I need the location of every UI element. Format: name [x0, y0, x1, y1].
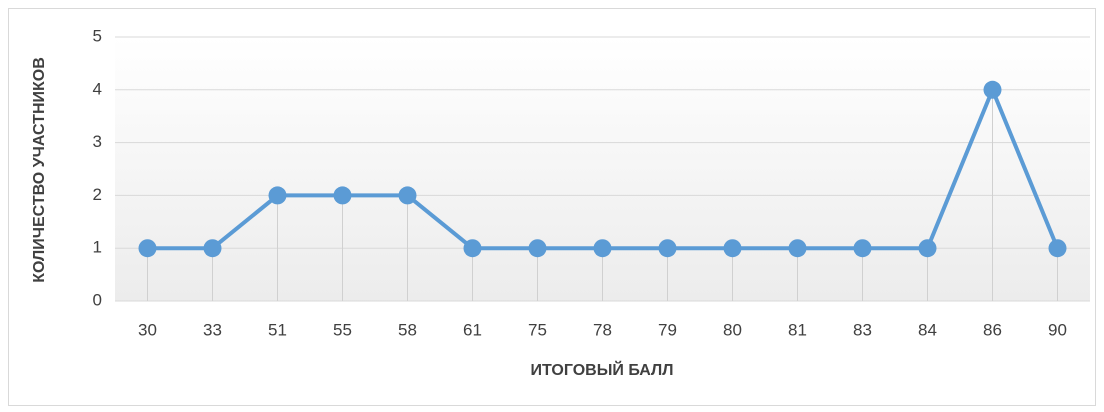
y-tick-label: 3: [93, 132, 102, 151]
data-point: [333, 186, 352, 205]
data-point: [918, 239, 937, 258]
x-tick-label: 80: [723, 320, 742, 339]
x-tick-label: 79: [658, 320, 677, 339]
y-tick-label: 4: [93, 79, 102, 98]
x-tick-label: 55: [333, 320, 352, 339]
data-point: [138, 239, 157, 258]
x-tick-label: 58: [398, 320, 417, 339]
data-point: [983, 80, 1002, 99]
x-tick-label: 33: [203, 320, 222, 339]
x-tick-label: 61: [463, 320, 482, 339]
data-point: [1048, 239, 1067, 258]
x-tick-label: 30: [138, 320, 157, 339]
y-tick-label: 2: [93, 185, 102, 204]
data-point: [723, 239, 742, 258]
data-point: [463, 239, 482, 258]
x-tick-label: 81: [788, 320, 807, 339]
x-tick-label: 90: [1048, 320, 1067, 339]
data-point: [528, 239, 547, 258]
x-tick-label: 51: [268, 320, 287, 339]
y-axis-title: КОЛИЧЕСТВО УЧАСТНИКОВ: [31, 57, 48, 283]
data-point: [658, 239, 677, 258]
data-point: [203, 239, 222, 258]
x-tick-label: 83: [853, 320, 872, 339]
x-tick-label: 84: [918, 320, 937, 339]
data-point: [853, 239, 872, 258]
data-point: [268, 186, 287, 205]
x-axis-title: ИТОГОВЫЙ БАЛЛ: [531, 360, 674, 379]
data-point: [593, 239, 612, 258]
y-tick-label: 1: [93, 238, 102, 257]
data-point: [788, 239, 807, 258]
data-point: [398, 186, 417, 205]
y-tick-label: 5: [93, 26, 102, 45]
y-tick-label: 0: [93, 290, 102, 309]
x-tick-label: 78: [593, 320, 612, 339]
x-tick-label: 75: [528, 320, 547, 339]
x-tick-label: 86: [983, 320, 1002, 339]
